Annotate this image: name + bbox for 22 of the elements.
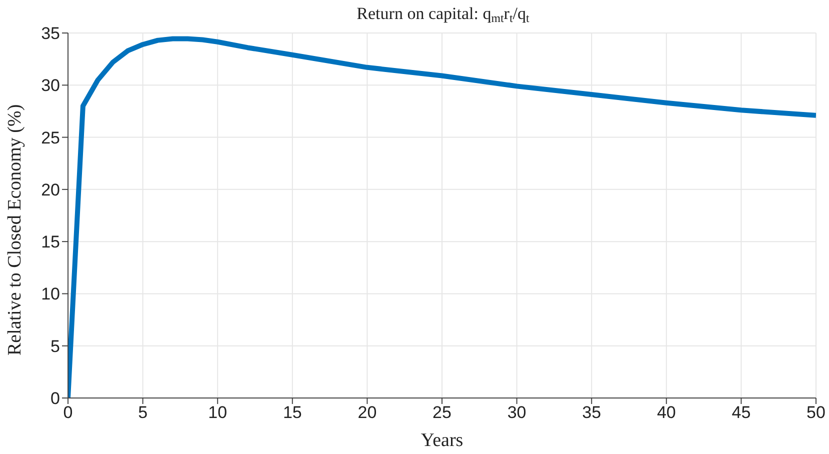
y-axis-title: Relative to Closed Economy (%) [4, 104, 26, 356]
y-tick-label: 5 [50, 336, 60, 356]
y-tick-label: 35 [41, 24, 60, 44]
chart-title: Return on capital: q$_{mt}$r$_{t}$/q$_{t}$ [356, 4, 530, 25]
x-tick-label: 35 [582, 403, 602, 422]
x-axis-title: Years [420, 430, 464, 451]
y-tick-label: 20 [41, 180, 60, 200]
y-tick-label: 30 [41, 76, 60, 96]
y-tick-label: 15 [41, 232, 60, 252]
x-tick-label: 10 [208, 403, 228, 422]
x-tick-label: 50 [806, 403, 826, 422]
x-tick-label: 30 [507, 403, 526, 422]
y-tick-label: 10 [41, 284, 60, 304]
x-tick-label: 45 [732, 403, 751, 422]
x-tick-label: 20 [358, 403, 377, 422]
x-tick-label: 5 [138, 403, 148, 422]
x-tick-label: 0 [63, 403, 73, 422]
x-tick-label: 40 [656, 403, 676, 422]
y-tick-label: 25 [41, 128, 60, 148]
x-tick-label: 25 [432, 403, 452, 422]
x-tick-label: 15 [282, 403, 302, 422]
y-tick-label: 0 [50, 389, 60, 408]
